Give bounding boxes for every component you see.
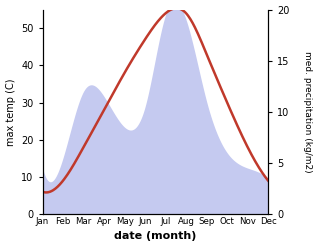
Y-axis label: max temp (C): max temp (C) xyxy=(5,78,16,145)
Y-axis label: med. precipitation (kg/m2): med. precipitation (kg/m2) xyxy=(303,51,313,173)
X-axis label: date (month): date (month) xyxy=(114,231,197,242)
